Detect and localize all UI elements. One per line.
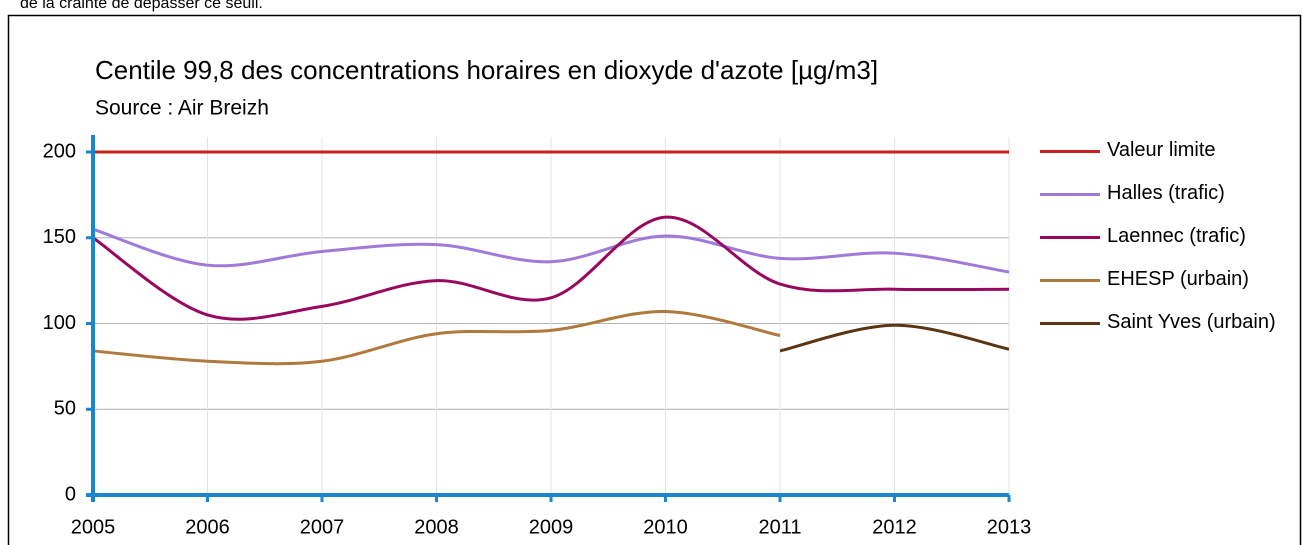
legend-item: Halles (trafic) <box>1040 181 1290 206</box>
series-line <box>92 227 1010 274</box>
series-line <box>779 323 1010 353</box>
legend-label: Laennec (trafic) <box>1107 225 1246 247</box>
legend-swatch <box>1040 279 1100 282</box>
x-tick-label: 2012 <box>872 516 917 538</box>
series-line <box>92 309 781 366</box>
legend-item: EHESP (urbain) <box>1040 267 1290 292</box>
x-tick-label: 2006 <box>185 516 230 538</box>
legend-label: Valeur limite <box>1107 139 1216 161</box>
x-tick-label: 2010 <box>643 516 688 538</box>
x-tick-label: 2008 <box>414 516 459 538</box>
series-line <box>92 215 1010 321</box>
legend-item: Valeur limite <box>1040 138 1290 163</box>
legend-swatch <box>1040 193 1100 196</box>
page-text: de la crainte de dépasser ce seuil. <box>20 0 263 12</box>
legend-swatch <box>1040 322 1100 325</box>
y-tick-label: 200 <box>43 140 76 162</box>
legend-label: EHESP (urbain) <box>1107 268 1249 290</box>
chart-subtitle: Source : Air Breizh <box>95 97 269 120</box>
x-tick-label: 2009 <box>529 516 574 538</box>
y-tick-label: 50 <box>54 398 76 420</box>
y-tick-label: 100 <box>43 312 76 334</box>
y-tick-label: 150 <box>43 226 76 248</box>
legend-item: Saint Yves (urbain) <box>1040 310 1290 335</box>
legend-swatch <box>1040 236 1100 239</box>
chart-frame <box>7 14 1302 545</box>
y-tick-label: 0 <box>65 483 76 505</box>
x-tick-label: 2011 <box>758 516 801 538</box>
chart-title: Centile 99,8 des concentrations horaires… <box>95 55 878 85</box>
legend: Valeur limite Halles (trafic) Laennec (tra… <box>1040 138 1295 353</box>
legend-label: Halles (trafic) <box>1107 182 1225 204</box>
x-tick-label: 2005 <box>71 516 116 538</box>
x-tick-label: 2007 <box>300 516 345 538</box>
x-tick-label: 2013 <box>987 516 1032 538</box>
legend-item: Laennec (trafic) <box>1040 224 1290 249</box>
legend-label: Saint Yves (urbain) <box>1107 311 1276 333</box>
legend-swatch <box>1040 150 1100 153</box>
